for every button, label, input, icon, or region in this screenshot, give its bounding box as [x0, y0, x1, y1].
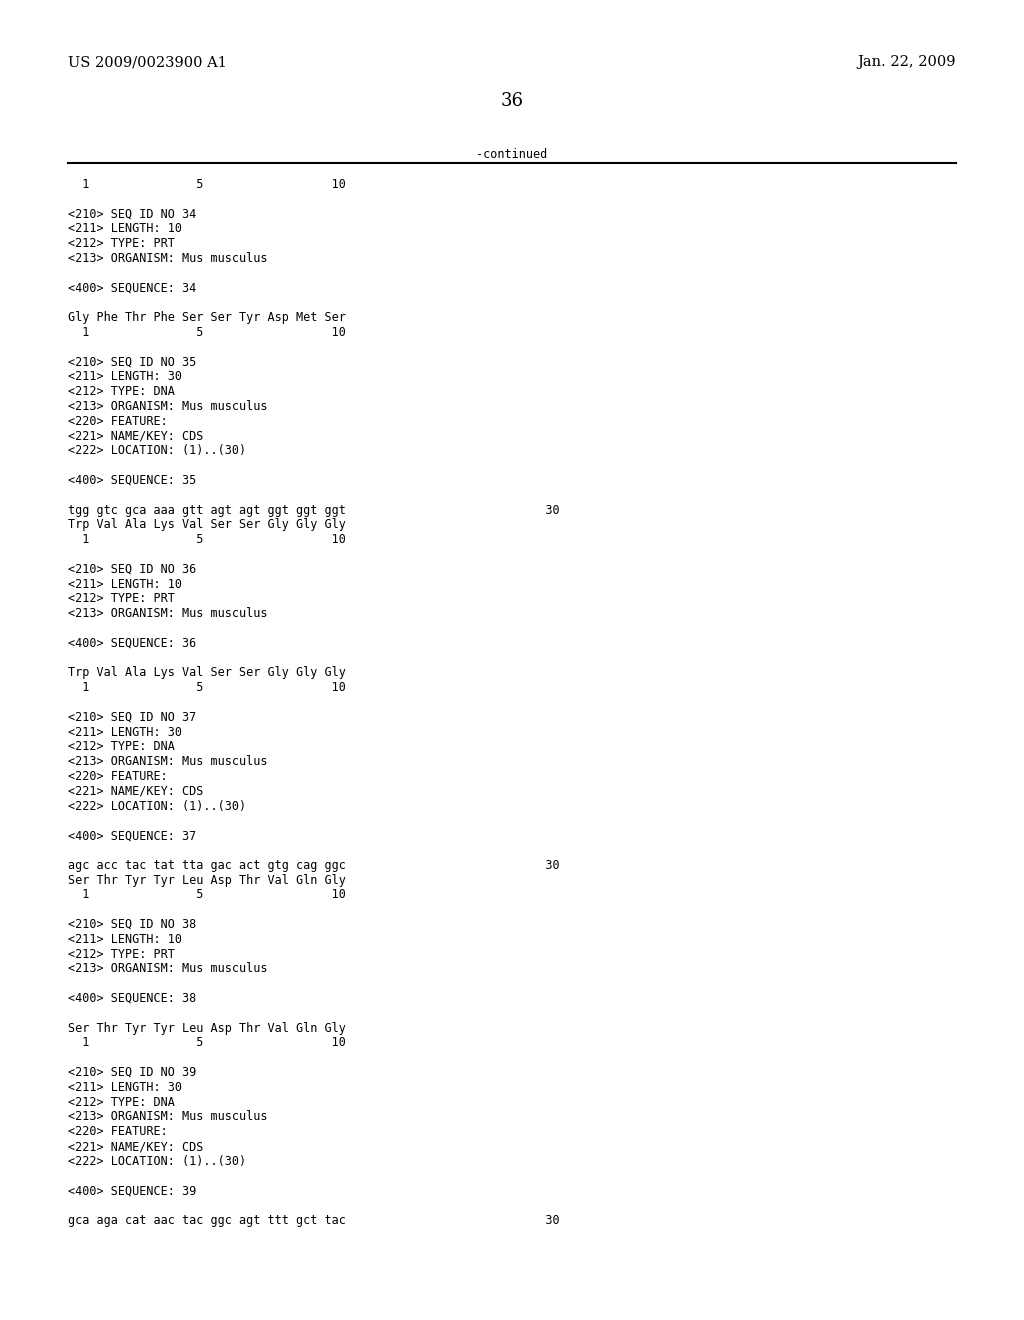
- Text: <210> SEQ ID NO 38: <210> SEQ ID NO 38: [68, 917, 197, 931]
- Text: <400> SEQUENCE: 37: <400> SEQUENCE: 37: [68, 829, 197, 842]
- Text: <220> FEATURE:: <220> FEATURE:: [68, 1125, 168, 1138]
- Text: <221> NAME/KEY: CDS: <221> NAME/KEY: CDS: [68, 785, 204, 797]
- Text: Ser Thr Tyr Tyr Leu Asp Thr Val Gln Gly: Ser Thr Tyr Tyr Leu Asp Thr Val Gln Gly: [68, 874, 346, 887]
- Text: <212> TYPE: DNA: <212> TYPE: DNA: [68, 1096, 175, 1109]
- Text: 1               5                  10: 1 5 10: [68, 533, 346, 546]
- Text: <213> ORGANISM: Mus musculus: <213> ORGANISM: Mus musculus: [68, 962, 267, 975]
- Text: <222> LOCATION: (1)..(30): <222> LOCATION: (1)..(30): [68, 800, 246, 813]
- Text: <220> FEATURE:: <220> FEATURE:: [68, 414, 168, 428]
- Text: Gly Phe Thr Phe Ser Ser Tyr Asp Met Ser: Gly Phe Thr Phe Ser Ser Tyr Asp Met Ser: [68, 312, 346, 325]
- Text: tgg gtc gca aaa gtt agt agt ggt ggt ggt                            30: tgg gtc gca aaa gtt agt agt ggt ggt ggt …: [68, 504, 560, 516]
- Text: 36: 36: [501, 92, 523, 110]
- Text: Trp Val Ala Lys Val Ser Ser Gly Gly Gly: Trp Val Ala Lys Val Ser Ser Gly Gly Gly: [68, 519, 346, 532]
- Text: <213> ORGANISM: Mus musculus: <213> ORGANISM: Mus musculus: [68, 755, 267, 768]
- Text: <222> LOCATION: (1)..(30): <222> LOCATION: (1)..(30): [68, 1155, 246, 1168]
- Text: <213> ORGANISM: Mus musculus: <213> ORGANISM: Mus musculus: [68, 607, 267, 620]
- Text: agc acc tac tat tta gac act gtg cag ggc                            30: agc acc tac tat tta gac act gtg cag ggc …: [68, 859, 560, 871]
- Text: <222> LOCATION: (1)..(30): <222> LOCATION: (1)..(30): [68, 445, 246, 458]
- Text: <210> SEQ ID NO 37: <210> SEQ ID NO 37: [68, 710, 197, 723]
- Text: gca aga cat aac tac ggc agt ttt gct tac                            30: gca aga cat aac tac ggc agt ttt gct tac …: [68, 1214, 560, 1228]
- Text: <400> SEQUENCE: 38: <400> SEQUENCE: 38: [68, 993, 197, 1005]
- Text: <221> NAME/KEY: CDS: <221> NAME/KEY: CDS: [68, 429, 204, 442]
- Text: <221> NAME/KEY: CDS: <221> NAME/KEY: CDS: [68, 1140, 204, 1152]
- Text: <400> SEQUENCE: 35: <400> SEQUENCE: 35: [68, 474, 197, 487]
- Text: <400> SEQUENCE: 36: <400> SEQUENCE: 36: [68, 636, 197, 649]
- Text: <213> ORGANISM: Mus musculus: <213> ORGANISM: Mus musculus: [68, 400, 267, 413]
- Text: Trp Val Ala Lys Val Ser Ser Gly Gly Gly: Trp Val Ala Lys Val Ser Ser Gly Gly Gly: [68, 667, 346, 680]
- Text: <212> TYPE: PRT: <212> TYPE: PRT: [68, 238, 175, 251]
- Text: US 2009/0023900 A1: US 2009/0023900 A1: [68, 55, 227, 69]
- Text: <211> LENGTH: 10: <211> LENGTH: 10: [68, 578, 182, 590]
- Text: <211> LENGTH: 10: <211> LENGTH: 10: [68, 222, 182, 235]
- Text: 1               5                  10: 1 5 10: [68, 178, 346, 191]
- Text: <210> SEQ ID NO 34: <210> SEQ ID NO 34: [68, 207, 197, 220]
- Text: 1               5                  10: 1 5 10: [68, 888, 346, 902]
- Text: Ser Thr Tyr Tyr Leu Asp Thr Val Gln Gly: Ser Thr Tyr Tyr Leu Asp Thr Val Gln Gly: [68, 1022, 346, 1035]
- Text: <213> ORGANISM: Mus musculus: <213> ORGANISM: Mus musculus: [68, 1110, 267, 1123]
- Text: <400> SEQUENCE: 34: <400> SEQUENCE: 34: [68, 281, 197, 294]
- Text: <212> TYPE: PRT: <212> TYPE: PRT: [68, 593, 175, 606]
- Text: <211> LENGTH: 10: <211> LENGTH: 10: [68, 933, 182, 946]
- Text: <211> LENGTH: 30: <211> LENGTH: 30: [68, 726, 182, 739]
- Text: 1               5                  10: 1 5 10: [68, 681, 346, 694]
- Text: <400> SEQUENCE: 39: <400> SEQUENCE: 39: [68, 1184, 197, 1197]
- Text: <212> TYPE: DNA: <212> TYPE: DNA: [68, 741, 175, 754]
- Text: 1               5                  10: 1 5 10: [68, 1036, 346, 1049]
- Text: 1               5                  10: 1 5 10: [68, 326, 346, 339]
- Text: <212> TYPE: PRT: <212> TYPE: PRT: [68, 948, 175, 961]
- Text: <213> ORGANISM: Mus musculus: <213> ORGANISM: Mus musculus: [68, 252, 267, 265]
- Text: <210> SEQ ID NO 36: <210> SEQ ID NO 36: [68, 562, 197, 576]
- Text: Jan. 22, 2009: Jan. 22, 2009: [857, 55, 956, 69]
- Text: <210> SEQ ID NO 39: <210> SEQ ID NO 39: [68, 1067, 197, 1078]
- Text: <210> SEQ ID NO 35: <210> SEQ ID NO 35: [68, 355, 197, 368]
- Text: <212> TYPE: DNA: <212> TYPE: DNA: [68, 385, 175, 399]
- Text: <211> LENGTH: 30: <211> LENGTH: 30: [68, 371, 182, 383]
- Text: -continued: -continued: [476, 148, 548, 161]
- Text: <220> FEATURE:: <220> FEATURE:: [68, 770, 168, 783]
- Text: <211> LENGTH: 30: <211> LENGTH: 30: [68, 1081, 182, 1094]
